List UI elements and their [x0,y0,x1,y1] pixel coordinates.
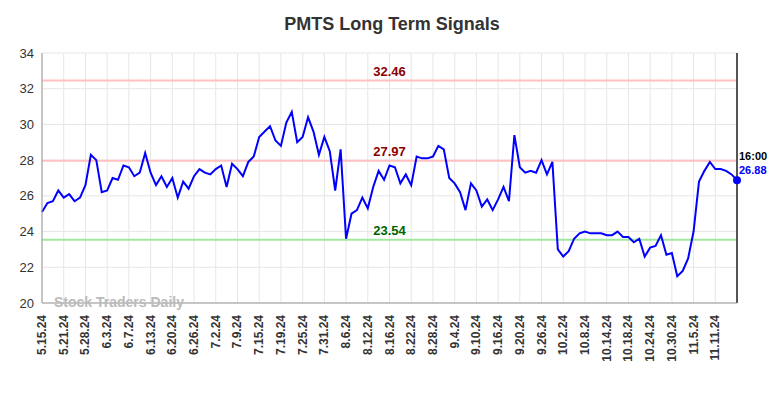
svg-text:26: 26 [20,188,34,203]
svg-text:22: 22 [20,260,34,275]
svg-text:10.24.24: 10.24.24 [643,315,657,362]
svg-text:28: 28 [20,153,34,168]
svg-text:9.26.24: 9.26.24 [535,315,549,355]
svg-text:7.2.24: 7.2.24 [209,315,223,349]
svg-text:7.25.24: 7.25.24 [296,315,310,355]
svg-text:34: 34 [20,46,34,61]
svg-text:8.16.24: 8.16.24 [383,315,397,355]
svg-text:16:00: 16:00 [739,150,767,162]
svg-text:20: 20 [20,296,34,311]
svg-text:11.11.24: 11.11.24 [708,315,722,361]
svg-text:9.4.24: 9.4.24 [448,315,462,349]
svg-text:9.10.24: 9.10.24 [469,315,483,355]
svg-text:6.26.24: 6.26.24 [187,315,201,355]
svg-text:7.15.24: 7.15.24 [252,315,266,355]
html-text:PMTS Long Term Signals: PMTS Long Term Signals [284,14,500,34]
svg-text:9.16.24: 9.16.24 [491,315,505,355]
svg-text:32: 32 [20,81,34,96]
html-text:Stock Traders Daily: Stock Traders Daily [54,294,184,310]
svg-text:10.8.24: 10.8.24 [578,315,592,355]
svg-text:24: 24 [20,224,34,239]
svg-text:8.12.24: 8.12.24 [361,315,375,355]
svg-text:5.15.24: 5.15.24 [35,315,49,355]
svg-text:7.31.24: 7.31.24 [317,315,331,355]
svg-text:32.46: 32.46 [373,64,406,79]
svg-text:10.2.24: 10.2.24 [556,315,570,355]
svg-text:10.30.24: 10.30.24 [665,315,679,362]
svg-text:10.14.24: 10.14.24 [600,315,614,362]
svg-text:9.20.24: 9.20.24 [513,315,527,355]
svg-text:23.54: 23.54 [373,223,406,238]
svg-text:30: 30 [20,117,34,132]
svg-text:6.3.24: 6.3.24 [100,315,114,349]
svg-text:6.20.24: 6.20.24 [165,315,179,355]
svg-text:8.6.24: 8.6.24 [339,315,353,349]
svg-text:27.97: 27.97 [373,144,406,159]
svg-text:26.88: 26.88 [739,164,767,176]
svg-text:5.28.24: 5.28.24 [78,315,92,355]
svg-text:6.7.24: 6.7.24 [122,315,136,349]
svg-text:6.13.24: 6.13.24 [144,315,158,355]
svg-text:8.22.24: 8.22.24 [404,315,418,355]
svg-text:7.19.24: 7.19.24 [274,315,288,355]
svg-text:11.5.24: 11.5.24 [687,315,701,355]
svg-text:7.9.24: 7.9.24 [230,315,244,349]
svg-text:5.21.24: 5.21.24 [57,315,71,355]
svg-text:8.28.24: 8.28.24 [426,315,440,355]
svg-text:10.18.24: 10.18.24 [621,315,635,362]
